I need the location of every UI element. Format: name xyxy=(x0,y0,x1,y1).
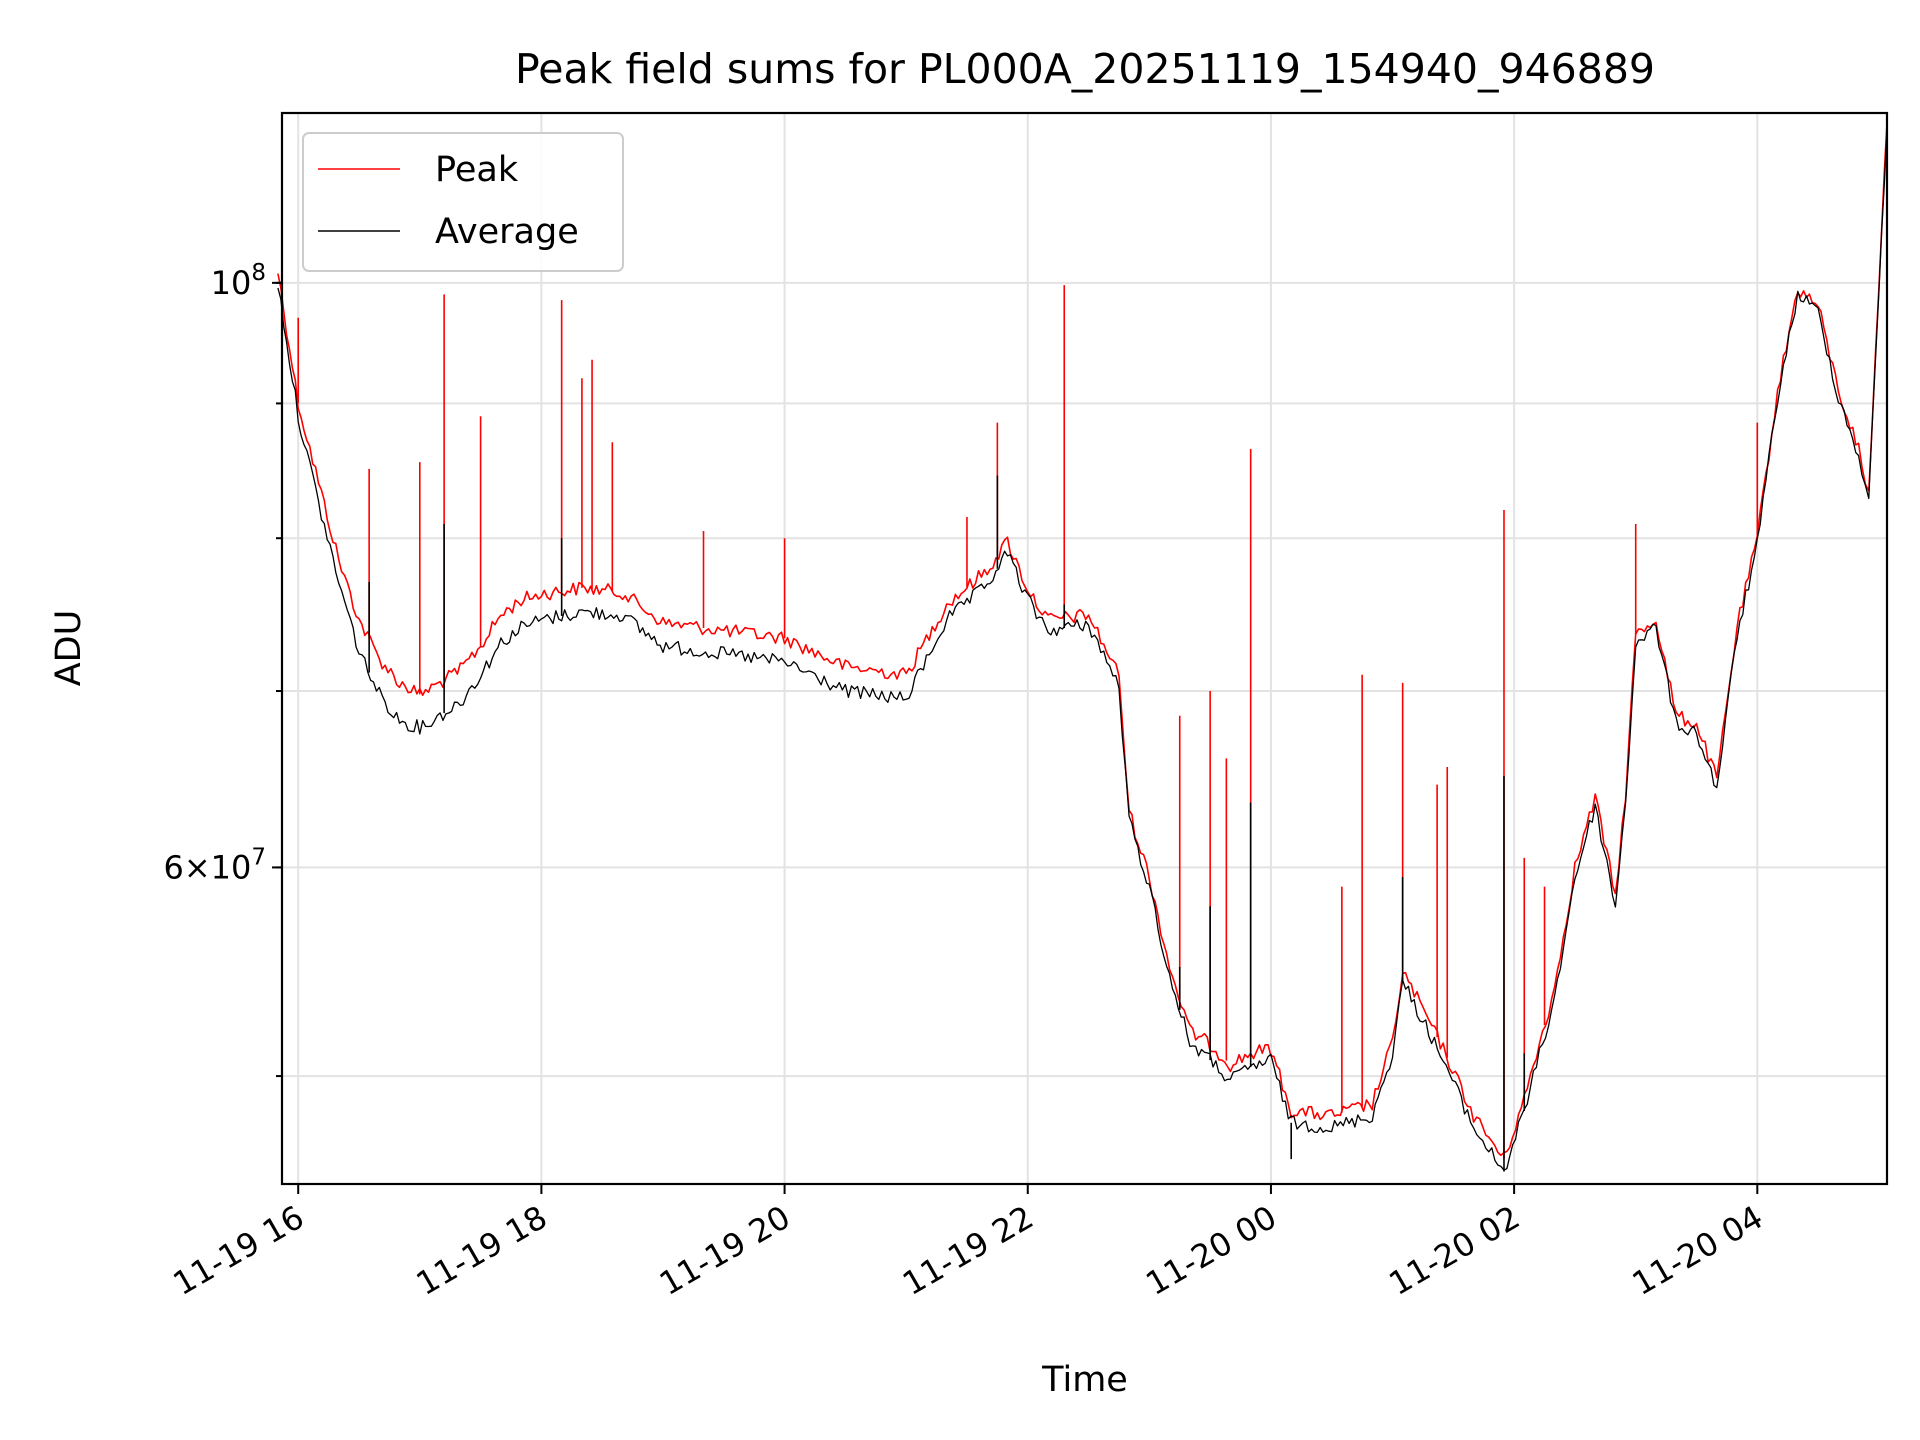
series-line-average xyxy=(277,127,1888,1171)
legend-box xyxy=(302,132,624,272)
y-tick-label: 6×107 xyxy=(163,844,266,886)
series-peak xyxy=(277,122,1888,1160)
series-average xyxy=(277,127,1888,1172)
y-tick-label: 108 xyxy=(211,260,266,302)
chart-title: Peak field sums for PL000A_20251119_1549… xyxy=(515,45,1655,93)
legend-label-average: Average xyxy=(435,212,579,252)
y-axis-label: ADU xyxy=(49,610,89,687)
plot-series xyxy=(277,122,1888,1172)
plot-frame xyxy=(280,111,1889,1186)
legend-label-peak: Peak xyxy=(435,150,519,190)
x-axis-label: Time xyxy=(1041,1360,1128,1400)
grid-lines xyxy=(282,113,1887,1184)
y-axis-ticks: 108 6×107 xyxy=(163,260,282,1078)
legend: Peak Average xyxy=(302,132,624,272)
